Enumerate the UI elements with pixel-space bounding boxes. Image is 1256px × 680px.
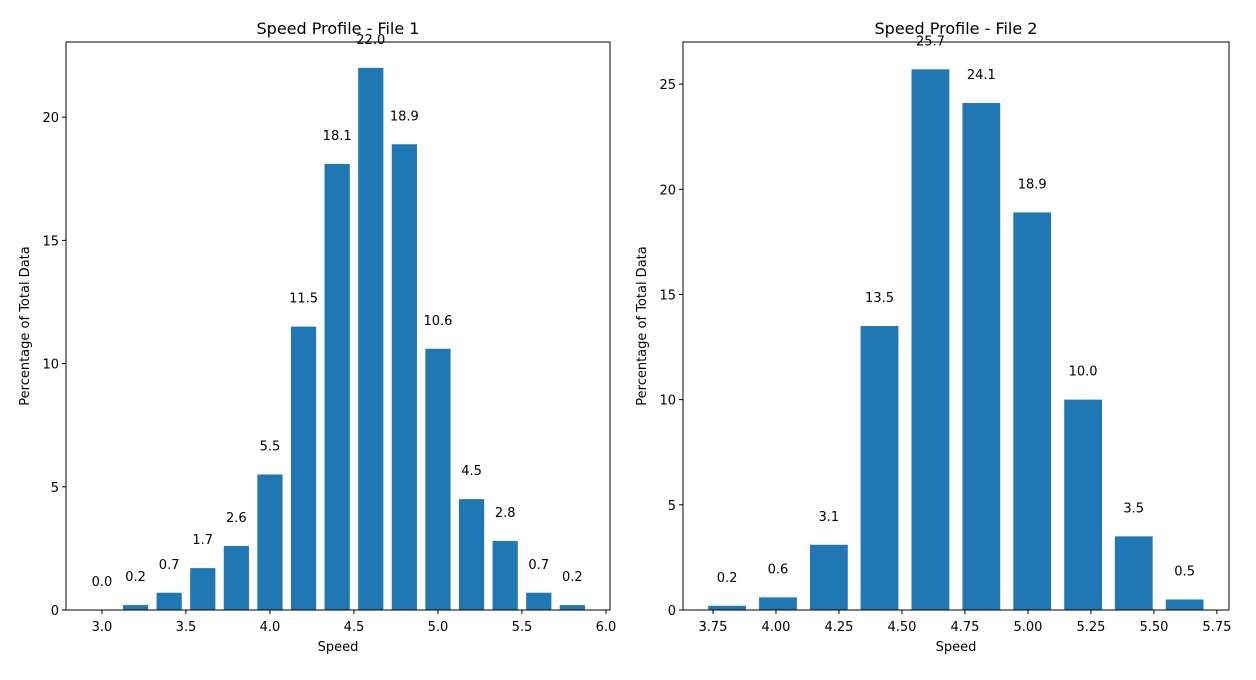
bar: [526, 592, 552, 610]
value-label: 0.7: [159, 558, 180, 573]
bar: [1165, 599, 1204, 610]
value-label: 10.6: [423, 314, 452, 329]
y-tick-label: 15: [659, 288, 676, 303]
bar: [122, 605, 149, 610]
value-label: 0.2: [125, 570, 146, 585]
value-label: 4.5: [461, 464, 482, 479]
chart-title: Speed Profile - File 2: [875, 19, 1038, 38]
bar: [391, 144, 417, 610]
value-label: 22.0: [356, 33, 385, 48]
x-tick-label: 3.5: [176, 620, 197, 635]
bar: [425, 348, 451, 610]
x-tick-label: 5.75: [1202, 620, 1231, 635]
x-axis-label: Speed: [318, 640, 359, 655]
bar: [190, 568, 216, 610]
y-axis-label: Percentage of Total Data: [635, 246, 650, 405]
y-tick-label: 20: [659, 183, 676, 198]
bar: [290, 326, 317, 610]
value-label: 13.5: [865, 291, 894, 306]
axes-frame: [65, 41, 611, 611]
x-tick-label: 4.50: [887, 620, 916, 635]
x-axis-label: Speed: [936, 640, 977, 655]
bar: [708, 605, 746, 610]
value-label: 24.1: [967, 68, 996, 83]
value-label: 5.5: [260, 439, 281, 454]
bar: [257, 474, 283, 610]
y-tick-label: 25: [659, 78, 676, 93]
y-tick-label: 20: [42, 111, 59, 126]
value-label: 11.5: [289, 292, 318, 307]
y-tick-label: 5: [668, 499, 676, 514]
x-tick-label: 3.0: [92, 620, 113, 635]
y-tick-label: 0: [51, 604, 59, 619]
bar: [809, 544, 848, 610]
value-label: 3.1: [819, 510, 840, 525]
value-label: 10.0: [1069, 365, 1098, 380]
bar: [223, 545, 249, 610]
value-label: 18.9: [1018, 177, 1047, 192]
bar: [559, 605, 585, 610]
value-label: 1.7: [192, 533, 213, 548]
chart-title: Speed Profile - File 1: [257, 19, 420, 38]
x-tick-label: 6.0: [596, 620, 617, 635]
value-label: 0.5: [1174, 564, 1195, 579]
value-label: 0.0: [92, 575, 113, 590]
x-tick-label: 5.00: [1013, 620, 1042, 635]
value-label: 0.6: [768, 562, 789, 577]
x-tick-label: 4.00: [761, 620, 790, 635]
bar: [1013, 212, 1052, 610]
value-label: 0.2: [562, 570, 583, 585]
y-tick-label: 0: [668, 604, 676, 619]
bar: [911, 69, 950, 610]
bar: [358, 67, 384, 610]
bar: [860, 326, 899, 610]
y-tick-label: 10: [42, 358, 59, 373]
bar: [458, 499, 485, 610]
value-label: 0.2: [717, 571, 738, 586]
y-tick-label: 10: [659, 394, 676, 409]
y-tick-label: 5: [51, 481, 59, 496]
y-tick-label: 15: [42, 234, 59, 249]
x-tick-label: 3.75: [699, 620, 728, 635]
value-label: 3.5: [1123, 501, 1144, 516]
axes-frame: [682, 41, 1230, 611]
x-tick-label: 4.0: [260, 620, 281, 635]
x-tick-label: 5.25: [1076, 620, 1105, 635]
bar: [759, 597, 797, 610]
bar: [1064, 399, 1103, 610]
x-tick-label: 5.50: [1139, 620, 1168, 635]
bar: [492, 541, 518, 610]
x-tick-label: 4.25: [824, 620, 853, 635]
x-tick-label: 4.75: [950, 620, 979, 635]
x-tick-label: 5.5: [512, 620, 533, 635]
bar: [1114, 536, 1153, 610]
bar: [324, 163, 350, 610]
value-label: 2.6: [226, 511, 247, 526]
x-tick-label: 4.5: [344, 620, 365, 635]
value-label: 2.8: [495, 506, 516, 521]
value-label: 18.9: [390, 109, 419, 124]
value-label: 18.1: [323, 129, 352, 144]
bar: [962, 103, 1001, 610]
value-label: 0.7: [528, 558, 549, 573]
bar: [156, 592, 182, 610]
x-tick-label: 5.0: [428, 620, 449, 635]
y-axis-label: Percentage of Total Data: [18, 246, 33, 405]
